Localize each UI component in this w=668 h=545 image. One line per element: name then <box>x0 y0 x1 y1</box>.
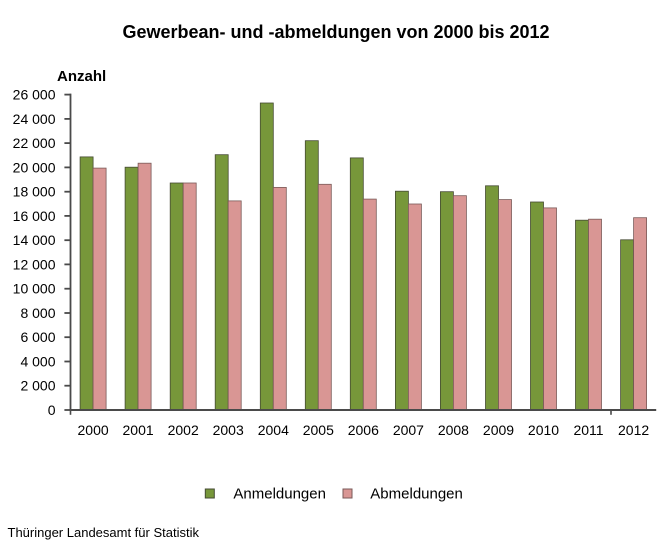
svg-text:0: 0 <box>48 402 56 418</box>
svg-text:14 000: 14 000 <box>13 232 56 248</box>
svg-text:10 000: 10 000 <box>13 281 56 297</box>
svg-text:2003: 2003 <box>213 422 244 438</box>
svg-text:4 000: 4 000 <box>20 353 55 369</box>
svg-text:Gewerbean- und -abmeldungen vo: Gewerbean- und -abmeldungen von 2000 bis… <box>122 22 549 42</box>
svg-text:2004: 2004 <box>258 422 289 438</box>
svg-text:Abmeldungen: Abmeldungen <box>370 486 463 503</box>
svg-text:Anzahl: Anzahl <box>57 68 106 85</box>
svg-text:16 000: 16 000 <box>13 208 56 224</box>
svg-text:2006: 2006 <box>348 422 379 438</box>
svg-text:2010: 2010 <box>528 422 559 438</box>
svg-text:2008: 2008 <box>438 422 469 438</box>
svg-text:Thüringer Landesamt für Statis: Thüringer Landesamt für Statistik <box>8 525 200 540</box>
svg-text:2007: 2007 <box>393 422 424 438</box>
svg-text:26 000: 26 000 <box>13 87 56 103</box>
svg-text:2011: 2011 <box>573 422 603 438</box>
svg-text:2009: 2009 <box>483 422 514 438</box>
svg-text:6 000: 6 000 <box>20 329 55 345</box>
svg-text:12 000: 12 000 <box>13 256 56 272</box>
svg-text:2001: 2001 <box>123 422 154 438</box>
svg-text:2000: 2000 <box>78 422 109 438</box>
svg-text:18 000: 18 000 <box>13 184 56 200</box>
svg-text:8 000: 8 000 <box>20 305 55 321</box>
svg-text:2005: 2005 <box>303 422 334 438</box>
svg-text:20 000: 20 000 <box>13 159 56 175</box>
svg-text:Anmeldungen: Anmeldungen <box>233 486 326 503</box>
svg-text:2012: 2012 <box>618 422 649 438</box>
svg-text:2002: 2002 <box>168 422 199 438</box>
svg-text:2 000: 2 000 <box>20 378 55 394</box>
svg-text:22 000: 22 000 <box>13 135 56 151</box>
svg-text:24 000: 24 000 <box>13 111 56 127</box>
